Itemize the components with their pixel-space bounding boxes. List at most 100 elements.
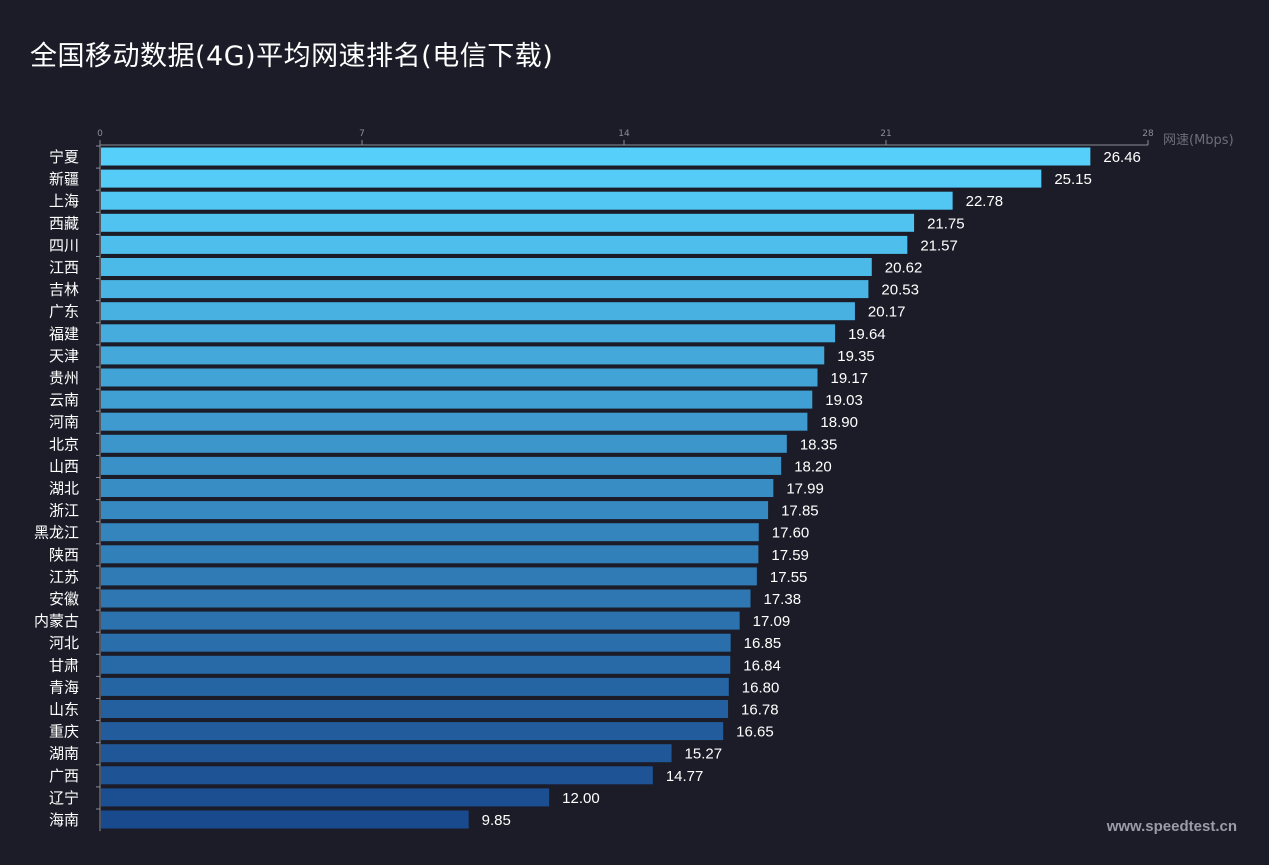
value-label: 14.77	[666, 768, 704, 785]
value-label: 20.62	[885, 260, 923, 277]
category-label: 江西	[49, 259, 79, 277]
bar	[101, 722, 724, 741]
value-label: 19.64	[848, 326, 886, 343]
bar	[101, 235, 908, 254]
category-label: 湖南	[49, 745, 79, 763]
bar	[101, 810, 469, 829]
value-label: 16.85	[744, 635, 782, 652]
value-label: 18.20	[794, 458, 832, 475]
bar	[101, 523, 759, 542]
x-tick-label: 21	[880, 129, 891, 139]
bar	[101, 147, 1091, 166]
x-axis-label: 网速(Mbps)	[1163, 133, 1234, 148]
bar	[101, 280, 869, 299]
category-label: 湖北	[49, 480, 79, 498]
category-label: 宁夏	[49, 148, 79, 166]
category-label: 浙江	[49, 502, 79, 520]
x-tick-label: 28	[1142, 129, 1154, 139]
value-label: 12.00	[562, 790, 600, 807]
category-label: 山西	[49, 457, 79, 475]
value-label: 17.55	[770, 569, 808, 586]
category-label: 广东	[49, 303, 79, 321]
category-label: 四川	[49, 236, 79, 254]
x-tick-label: 7	[359, 129, 365, 139]
category-label: 安徽	[49, 590, 79, 608]
category-label: 重庆	[49, 723, 79, 741]
category-label: 河南	[49, 413, 79, 431]
category-label: 江苏	[49, 568, 79, 586]
value-label: 20.17	[868, 304, 906, 321]
category-label: 广西	[49, 767, 79, 785]
bar	[101, 677, 729, 696]
value-label: 19.17	[831, 370, 869, 387]
value-label: 17.38	[764, 591, 802, 608]
category-label: 吉林	[49, 281, 79, 299]
category-label: 黑龙江	[34, 524, 79, 542]
value-label: 19.03	[825, 392, 863, 409]
category-label: 新疆	[49, 170, 79, 188]
value-label: 9.85	[482, 812, 511, 829]
category-label: 上海	[49, 192, 79, 210]
bar	[101, 633, 731, 652]
value-label: 16.80	[742, 679, 780, 696]
category-label: 河北	[49, 634, 79, 652]
value-label: 17.99	[786, 481, 824, 498]
value-label: 16.65	[736, 724, 774, 741]
value-label: 18.90	[820, 414, 858, 431]
category-label: 内蒙古	[34, 612, 79, 630]
value-label: 21.57	[920, 237, 958, 254]
category-label: 西藏	[49, 214, 79, 232]
value-label: 16.84	[743, 657, 781, 674]
bar	[101, 655, 731, 674]
bar	[101, 567, 757, 586]
x-tick-label: 14	[618, 129, 630, 139]
bar	[101, 744, 672, 763]
bar	[101, 390, 813, 409]
bar	[101, 258, 872, 276]
bar	[101, 456, 782, 475]
category-label: 云南	[49, 391, 79, 409]
category-label: 福建	[49, 325, 79, 343]
bar	[101, 346, 825, 365]
value-label: 18.35	[800, 436, 838, 453]
value-label: 22.78	[966, 193, 1004, 210]
bar	[101, 434, 787, 453]
bar	[101, 501, 769, 520]
category-label: 天津	[49, 347, 79, 365]
x-tick-label: 0	[97, 129, 103, 139]
bar	[101, 191, 953, 210]
category-label: 甘肃	[49, 656, 79, 674]
category-label: 陕西	[49, 546, 79, 564]
value-label: 17.85	[781, 503, 819, 520]
bar	[101, 788, 550, 807]
category-label: 贵州	[49, 369, 79, 387]
bar	[101, 324, 836, 343]
category-label: 青海	[49, 678, 79, 696]
value-label: 17.09	[753, 613, 791, 630]
value-label: 17.59	[771, 547, 809, 564]
bar	[101, 302, 855, 321]
value-label: 19.35	[837, 348, 875, 365]
bar	[101, 368, 818, 387]
bar	[101, 700, 729, 718]
bar	[101, 611, 740, 630]
value-label: 15.27	[685, 746, 723, 763]
chart-title: 全国移动数据(4G)平均网速排名(电信下载)	[30, 41, 554, 72]
bar	[101, 589, 751, 608]
value-label: 20.53	[881, 282, 919, 299]
watermark: www.speedtest.cn	[1106, 818, 1237, 835]
value-label: 25.15	[1054, 171, 1092, 188]
bar	[101, 213, 915, 232]
bar	[101, 766, 653, 785]
bar	[101, 169, 1042, 188]
value-label: 16.78	[741, 702, 779, 719]
bar	[101, 412, 808, 431]
value-label: 17.60	[772, 525, 810, 542]
category-label: 山东	[49, 701, 79, 719]
category-label: 辽宁	[49, 789, 79, 807]
category-label: 海南	[49, 811, 79, 829]
value-label: 26.46	[1103, 149, 1141, 166]
bar	[101, 479, 774, 497]
value-label: 21.75	[927, 215, 965, 232]
